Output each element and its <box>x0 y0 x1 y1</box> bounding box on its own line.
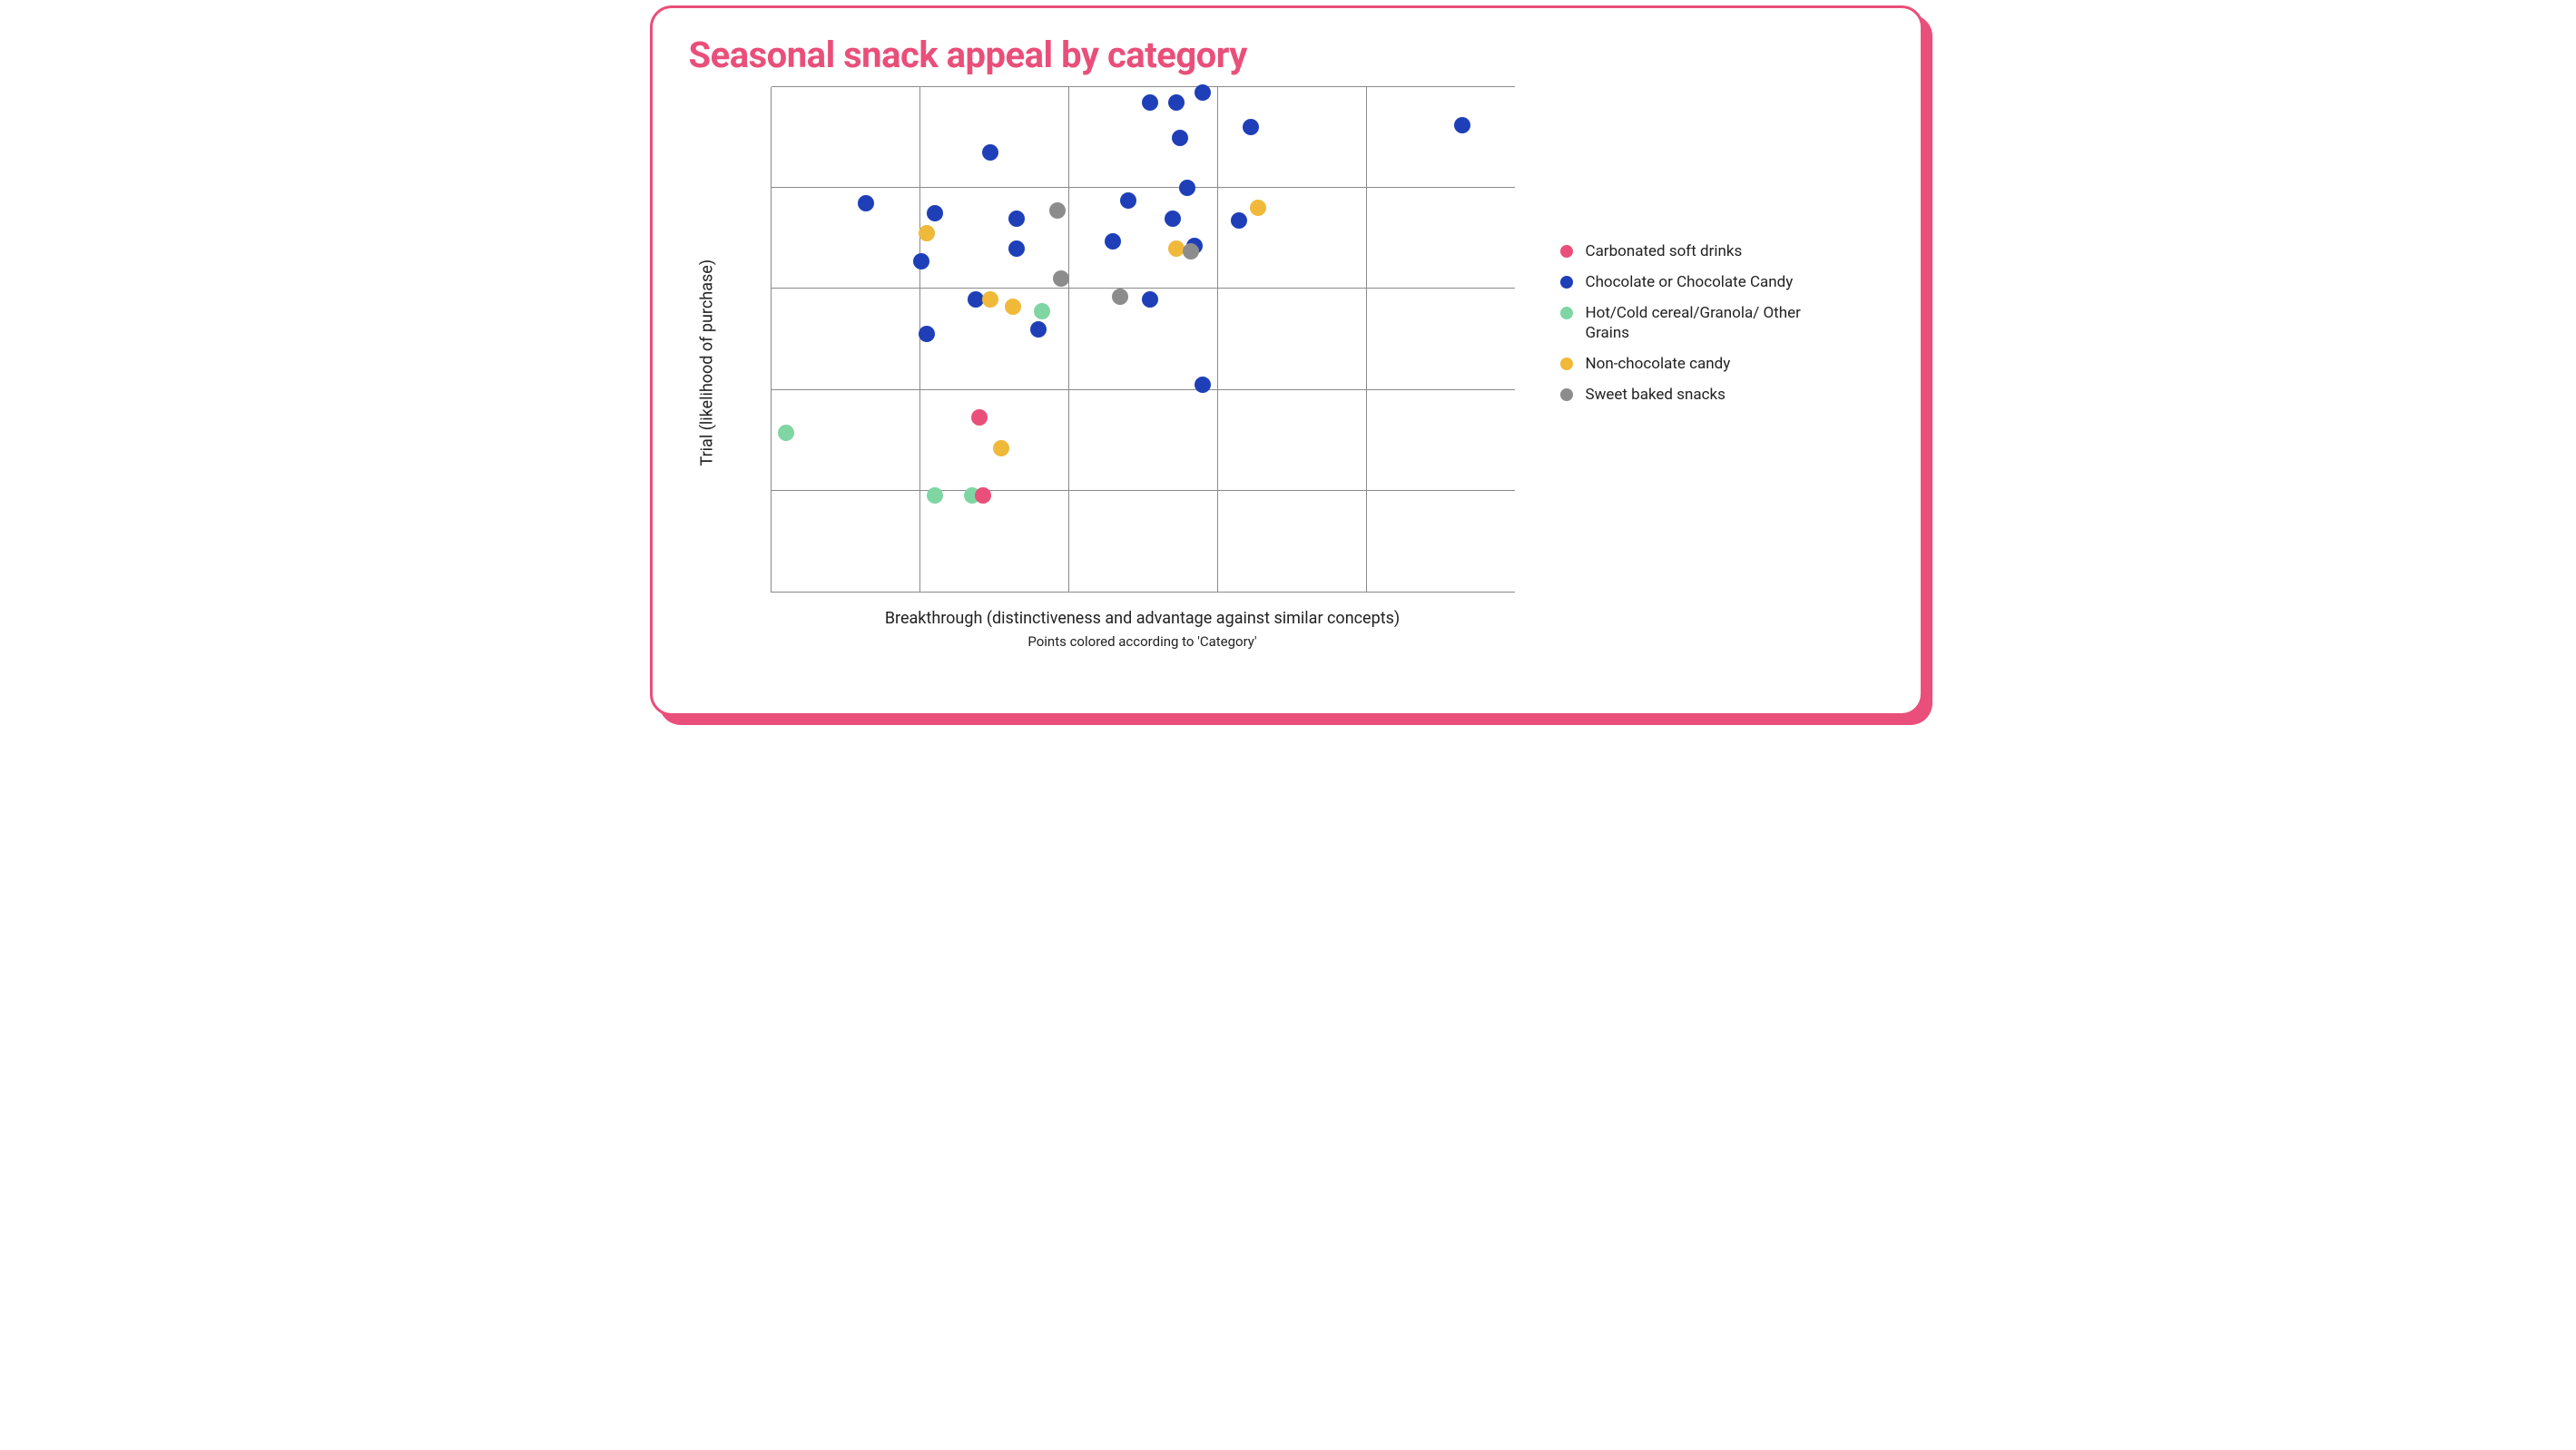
data-point <box>927 205 943 221</box>
data-point <box>1183 243 1199 260</box>
chart-title: Seasonal snack appeal by category <box>689 34 1884 76</box>
data-point <box>971 409 988 426</box>
data-point <box>1142 291 1158 308</box>
data-point <box>1053 270 1069 287</box>
data-point <box>1243 119 1259 135</box>
data-point <box>1008 211 1025 227</box>
data-point <box>975 487 991 504</box>
data-point <box>1454 117 1470 133</box>
data-point <box>858 195 874 211</box>
data-point <box>993 440 1009 456</box>
data-point <box>1168 94 1185 111</box>
plot-column: Breakthrough (distinctiveness and advant… <box>725 87 1515 650</box>
legend: Carbonated soft drinks Chocolate or Choco… <box>1515 87 1884 650</box>
legend-item: Sweet baked snacks <box>1560 385 1884 405</box>
legend-swatch-icon <box>1560 358 1573 370</box>
gridline-horizontal <box>772 389 1515 390</box>
data-point <box>1008 240 1025 257</box>
legend-label: Hot/Cold cereal/Granola/ Other Grains <box>1586 303 1822 343</box>
plot-inner <box>771 87 1515 593</box>
data-point <box>1005 299 1021 315</box>
data-point <box>919 225 935 241</box>
legend-swatch-icon <box>1560 245 1573 258</box>
gridline-vertical <box>1068 87 1069 592</box>
legend-item: Carbonated soft drinks <box>1560 241 1884 261</box>
gridline-vertical <box>1366 87 1367 592</box>
data-point <box>982 144 998 161</box>
data-point <box>1142 94 1158 111</box>
chart-card-wrap: Seasonal snack appeal by category Trial … <box>644 0 1932 725</box>
chart-card: Seasonal snack appeal by category Trial … <box>650 5 1923 716</box>
data-point <box>1168 240 1185 257</box>
data-point <box>1105 233 1121 250</box>
legend-swatch-icon <box>1560 307 1573 319</box>
plot-area <box>771 87 1515 593</box>
legend-label: Carbonated soft drinks <box>1586 241 1743 261</box>
x-axis-sublabel: Points colored according to 'Category' <box>771 633 1515 650</box>
legend-label: Non-chocolate candy <box>1586 354 1731 374</box>
gridline-horizontal <box>772 288 1515 289</box>
gridline-vertical <box>1217 87 1218 592</box>
data-point <box>1195 84 1211 101</box>
gridline-horizontal <box>772 187 1515 188</box>
data-point <box>1231 212 1247 229</box>
data-point <box>927 487 943 504</box>
data-point <box>968 291 984 308</box>
data-point <box>1034 303 1050 319</box>
y-axis-label: Trial (likelihood of purchase) <box>697 260 716 466</box>
data-point <box>913 253 929 269</box>
x-axis-label-block: Breakthrough (distinctiveness and advant… <box>771 602 1515 650</box>
data-point <box>1172 130 1188 146</box>
data-point <box>1120 192 1136 209</box>
data-point <box>778 425 794 441</box>
y-axis-label-col: Trial (likelihood of purchase) <box>689 87 725 650</box>
legend-label: Sweet baked snacks <box>1586 385 1726 405</box>
data-point <box>1112 289 1128 305</box>
data-point <box>1049 202 1066 219</box>
legend-swatch-icon <box>1560 388 1573 401</box>
x-axis-label: Breakthrough (distinctiveness and advant… <box>771 609 1515 628</box>
data-point <box>1195 377 1211 393</box>
legend-label: Chocolate or Chocolate Candy <box>1586 272 1794 292</box>
gridline-horizontal <box>772 86 1515 87</box>
legend-swatch-icon <box>1560 276 1573 289</box>
legend-item: Hot/Cold cereal/Granola/ Other Grains <box>1560 303 1884 343</box>
legend-item: Chocolate or Chocolate Candy <box>1560 272 1884 292</box>
chart-body: Trial (likelihood of purchase) Breakthro… <box>689 87 1884 650</box>
data-point <box>1030 321 1047 338</box>
gridline-horizontal <box>772 490 1515 491</box>
legend-item: Non-chocolate candy <box>1560 354 1884 374</box>
data-point <box>982 291 998 308</box>
data-point <box>1250 200 1266 216</box>
data-point <box>919 326 935 342</box>
data-point <box>1179 180 1195 196</box>
data-point <box>1165 211 1181 227</box>
